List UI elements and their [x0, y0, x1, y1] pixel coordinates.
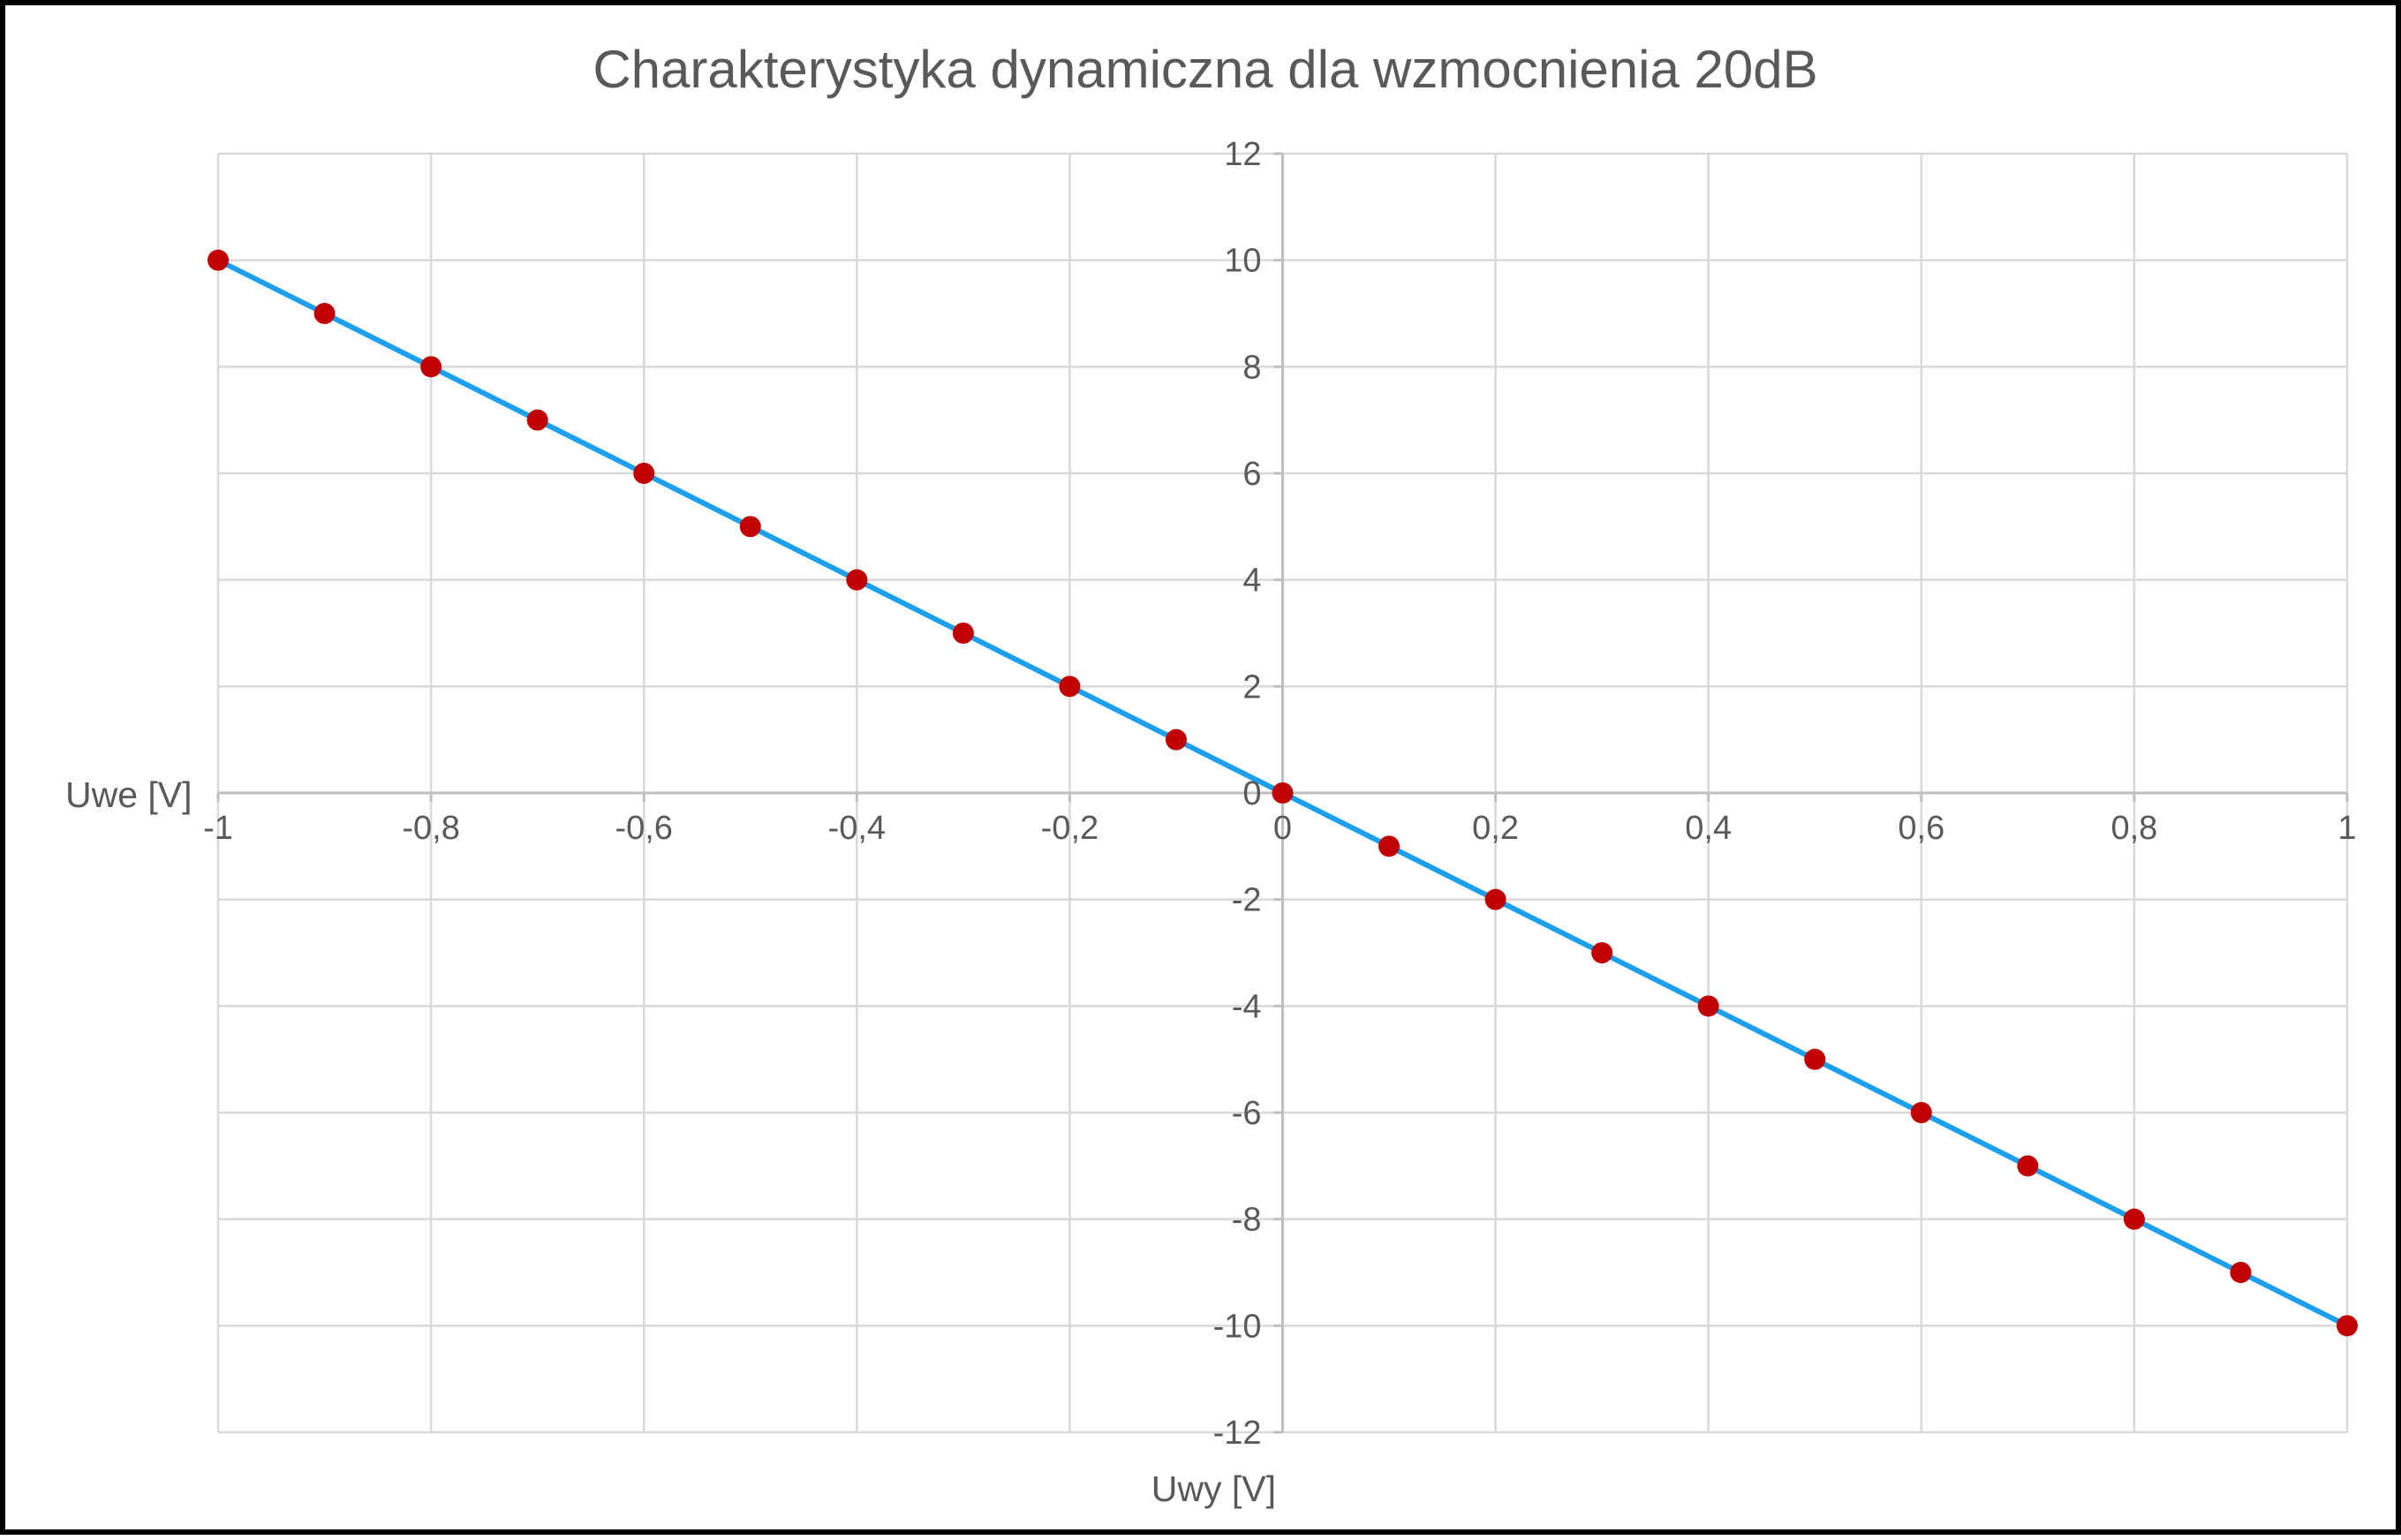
- data-point: [313, 303, 336, 324]
- label-layer: -1 -0,8 -0,6 -0,4 -0,2 0 0,2 0,4 0,6 0,8 1 12 10 8 6 4 2…: [203, 136, 2356, 1452]
- data-point: [952, 623, 974, 644]
- data-point: [420, 356, 442, 378]
- data-point: [1697, 995, 1719, 1017]
- data-point: [1378, 835, 1401, 857]
- x-tick-label: 0,2: [1472, 810, 1519, 847]
- x-tick-label: 0: [1273, 810, 1292, 847]
- y-tick-label: 0: [1242, 775, 1261, 812]
- y-tick-label: 2: [1242, 668, 1261, 706]
- x-tick-label: -1: [203, 810, 233, 847]
- series-layer: [208, 249, 2358, 1337]
- y-tick-label: -2: [1232, 882, 1262, 919]
- y-tick-label: -8: [1232, 1202, 1262, 1239]
- data-point: [1804, 1048, 1826, 1070]
- data-point: [1591, 942, 1613, 963]
- data-point: [846, 569, 868, 591]
- y-tick-label: -10: [1213, 1308, 1262, 1345]
- chart-svg: -1 -0,8 -0,6 -0,4 -0,2 0 0,2 0,4 0,6 0,8 1 12 10 8 6 4 2…: [65, 40, 2358, 1509]
- y-tick-label: 6: [1242, 456, 1261, 493]
- y-tick-label: 8: [1242, 349, 1261, 386]
- x-axis-title: Uwy [V]: [1151, 1468, 1276, 1509]
- x-tick-label: -0,8: [402, 810, 459, 847]
- data-point: [739, 516, 761, 538]
- data-point: [2123, 1208, 2145, 1230]
- data-point: [2230, 1262, 2252, 1283]
- y-axis-title: Uwe [V]: [65, 774, 193, 815]
- data-point: [526, 409, 548, 431]
- x-tick-label: 1: [2337, 810, 2356, 847]
- data-point: [208, 249, 229, 271]
- data-point: [633, 463, 655, 484]
- x-tick-label: 0,6: [1898, 810, 1944, 847]
- x-tick-label: 0,8: [2110, 810, 2157, 847]
- data-point: [1910, 1102, 1932, 1123]
- data-point: [2337, 1315, 2358, 1337]
- y-tick-label: 10: [1224, 243, 1261, 280]
- x-tick-label: 0,4: [1685, 810, 1732, 847]
- y-tick-label: -6: [1232, 1095, 1262, 1132]
- y-tick-label: -4: [1232, 988, 1262, 1025]
- y-tick-label: 4: [1242, 562, 1261, 600]
- data-point: [1059, 676, 1081, 698]
- chart-title: Charakterystyka dynamiczna dla wzmocnien…: [593, 40, 1817, 99]
- data-point: [1484, 888, 1506, 910]
- data-point: [1165, 728, 1187, 751]
- data-point: [1272, 782, 1294, 804]
- data-point: [2017, 1155, 2039, 1177]
- y-tick-label: 12: [1224, 136, 1261, 173]
- y-tick-label: -12: [1213, 1415, 1262, 1452]
- x-tick-label: -0,6: [615, 810, 672, 847]
- x-tick-label: -0,2: [1041, 810, 1099, 847]
- x-tick-label: -0,4: [828, 810, 886, 847]
